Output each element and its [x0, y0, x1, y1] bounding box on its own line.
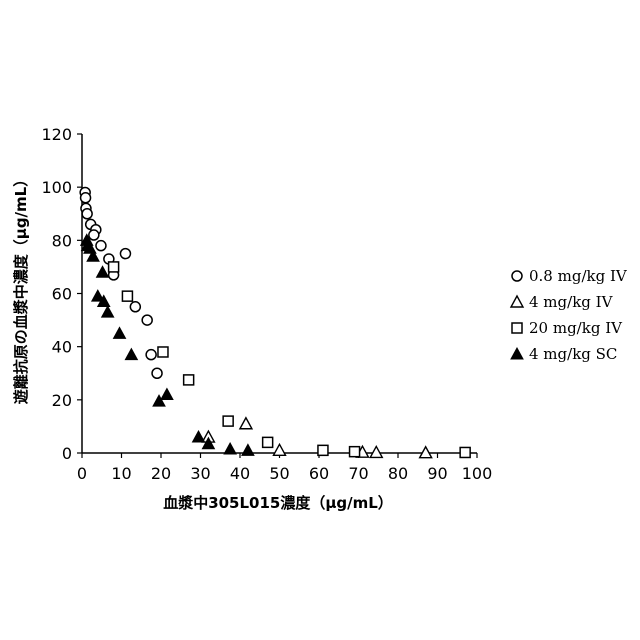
y-tick-label: 100	[41, 178, 72, 197]
data-point	[350, 447, 360, 457]
y-tick-label: 40	[52, 338, 72, 357]
legend-label: 0.8 mg/kg IV	[529, 267, 628, 285]
y-tick-label: 120	[41, 125, 72, 144]
y-tick-label: 60	[52, 285, 72, 304]
data-point	[81, 193, 91, 203]
data-point	[109, 262, 119, 272]
x-tick-label: 90	[427, 464, 447, 483]
data-point	[158, 347, 168, 357]
data-point	[193, 431, 205, 442]
data-point	[240, 418, 252, 429]
data-point	[161, 389, 173, 400]
x-axis-title: 血漿中305L015濃度（μg/mL）	[163, 494, 393, 512]
x-tick-label: 80	[388, 464, 408, 483]
data-point	[263, 437, 273, 447]
x-tick-label: 0	[77, 464, 87, 483]
data-point	[82, 209, 92, 219]
y-tick-label: 0	[62, 444, 72, 463]
data-point	[224, 443, 236, 454]
data-point	[318, 445, 328, 455]
data-point	[96, 241, 106, 251]
data-point	[460, 447, 470, 457]
data-point	[420, 447, 432, 458]
legend: 0.8 mg/kg IV 4 mg/kg IV 20 mg/kg IV 4 mg/kg…	[511, 267, 628, 363]
x-tick-label: 100	[462, 464, 493, 483]
data-point	[223, 416, 233, 426]
x-tick-label: 30	[190, 464, 210, 483]
data-point	[184, 375, 194, 385]
legend-label: 4 mg/kg SC	[529, 345, 617, 363]
x-tick-label: 70	[348, 464, 368, 483]
data-point	[114, 327, 126, 338]
x-tick-label: 60	[309, 464, 329, 483]
legend-label: 4 mg/kg IV	[529, 293, 614, 311]
x-tick-label: 40	[230, 464, 250, 483]
x-tick-label: 50	[269, 464, 289, 483]
legend-marker	[512, 323, 522, 333]
legend-marker	[511, 296, 523, 307]
data-point	[130, 302, 140, 312]
data-point	[97, 266, 109, 277]
legend-marker	[511, 348, 523, 359]
data-point	[102, 306, 114, 317]
legend-label: 20 mg/kg IV	[529, 319, 623, 337]
legend-marker	[512, 271, 522, 281]
data-point	[120, 249, 130, 259]
data-point	[89, 230, 99, 240]
y-tick-label: 20	[52, 391, 72, 410]
x-tick-label: 10	[111, 464, 131, 483]
y-tick-label: 80	[52, 231, 72, 250]
data-point	[125, 349, 137, 360]
data-point	[242, 444, 254, 455]
data-point	[152, 368, 162, 378]
data-point	[142, 315, 152, 325]
plot-area	[82, 134, 477, 453]
x-tick-label: 20	[151, 464, 171, 483]
data-point	[370, 446, 382, 457]
data-point	[146, 350, 156, 360]
y-axis-title: 遊離抗原の血漿中濃度（μg/mL）	[12, 172, 30, 404]
data-point	[274, 444, 286, 455]
data-point	[122, 291, 132, 301]
data-points	[80, 187, 470, 457]
y-axis-ticks: 0 20 40 60 80 100 120	[41, 125, 82, 463]
